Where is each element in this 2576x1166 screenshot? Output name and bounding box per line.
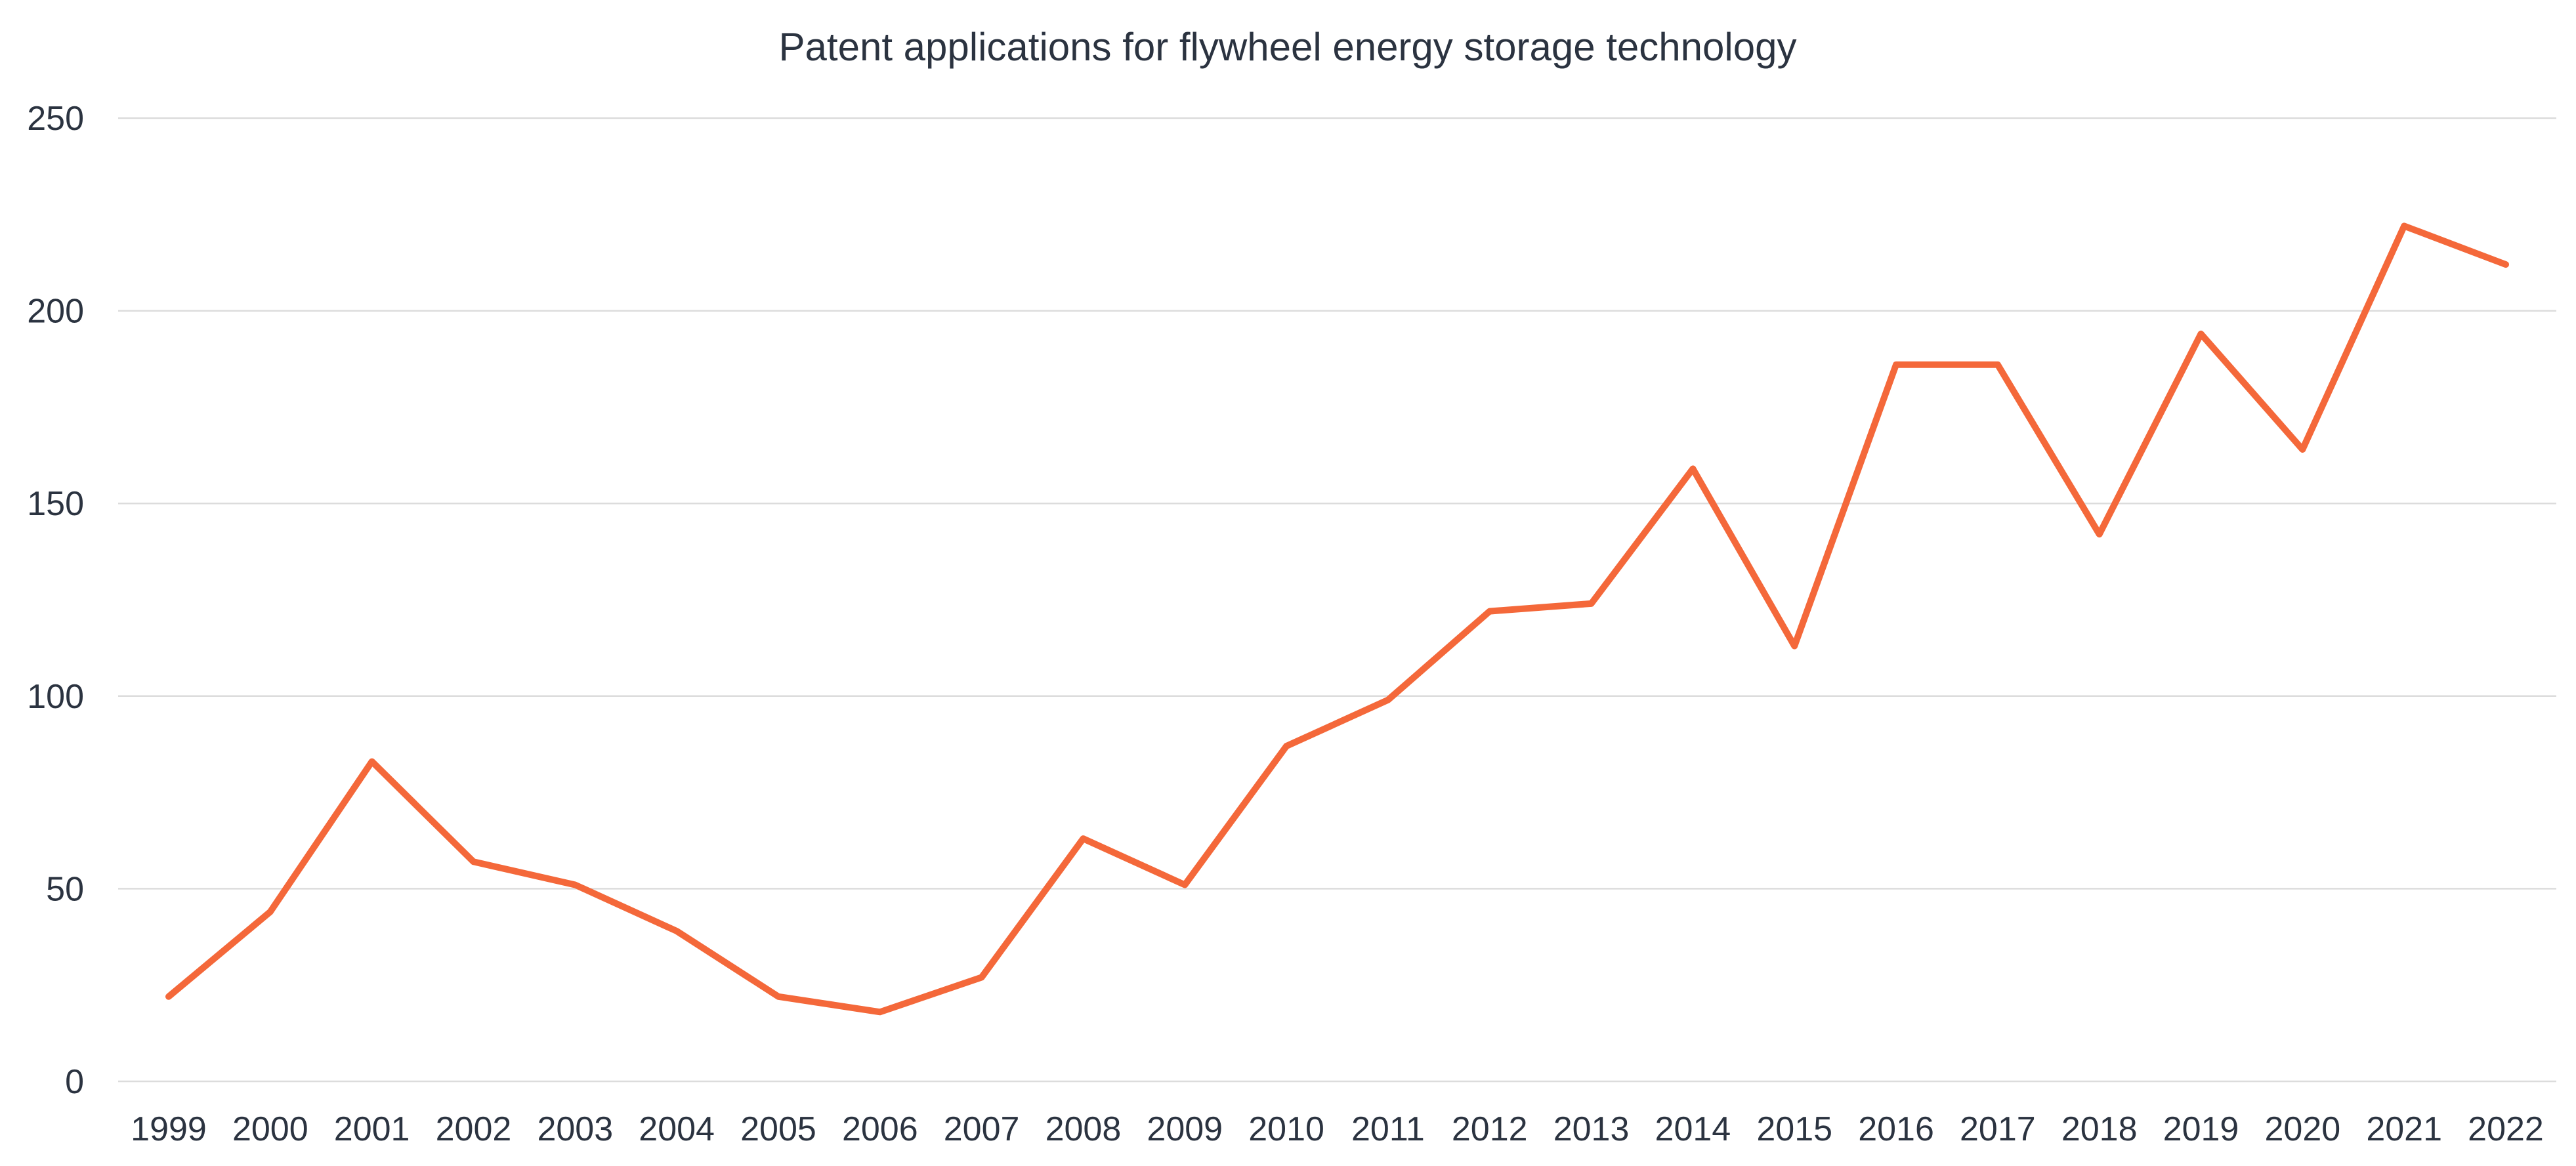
x-tick-label: 2007: [944, 1110, 1020, 1148]
x-tick-label: 2018: [2061, 1110, 2138, 1148]
gridlines: [118, 117, 2556, 1083]
x-tick-label: 2002: [436, 1110, 512, 1148]
x-tick-label: 2006: [842, 1110, 918, 1148]
x-tick-label: 2015: [1756, 1110, 1832, 1148]
y-axis-tick-labels: 0 50 100 150 200 250: [27, 100, 84, 1101]
series-layer: [165, 222, 2509, 1016]
x-tick-label: 1999: [131, 1110, 207, 1148]
x-tick-label: 2020: [2265, 1110, 2341, 1148]
x-tick-label: 2011: [1351, 1110, 1425, 1148]
x-tick-label: 2016: [1858, 1110, 1934, 1148]
x-axis-tick-labels: 1999 2000 2001 2002 2003 2004 2005 2006 2007 2008…: [131, 1110, 2544, 1148]
y-tick-label: 100: [27, 678, 84, 716]
y-tick-label: 150: [27, 485, 84, 523]
x-tick-label: 2010: [1248, 1110, 1324, 1148]
x-tick-label: 2013: [1553, 1110, 1630, 1148]
y-tick-label: 200: [27, 293, 84, 331]
x-tick-label: 2021: [2366, 1110, 2442, 1148]
chart-title: Patent applications for flywheel energy …: [779, 25, 1797, 69]
x-tick-label: 2019: [2163, 1110, 2239, 1148]
y-tick-label: 0: [65, 1063, 84, 1101]
x-tick-label: 2001: [334, 1110, 410, 1148]
x-tick-label: 2017: [1960, 1110, 2036, 1148]
x-tick-label: 2008: [1045, 1110, 1122, 1148]
x-tick-label: 2000: [232, 1110, 308, 1148]
series-line-0: [165, 222, 2509, 1016]
y-tick-label: 50: [46, 870, 84, 908]
x-tick-label: 2005: [740, 1110, 816, 1148]
x-tick-label: 2012: [1452, 1110, 1528, 1148]
x-tick-label: 2022: [2468, 1110, 2544, 1148]
x-tick-label: 2014: [1655, 1110, 1731, 1148]
x-tick-label: 2003: [537, 1110, 613, 1148]
y-tick-label: 250: [27, 100, 84, 138]
x-tick-label: 2009: [1147, 1110, 1223, 1148]
x-tick-label: 2004: [639, 1110, 715, 1148]
